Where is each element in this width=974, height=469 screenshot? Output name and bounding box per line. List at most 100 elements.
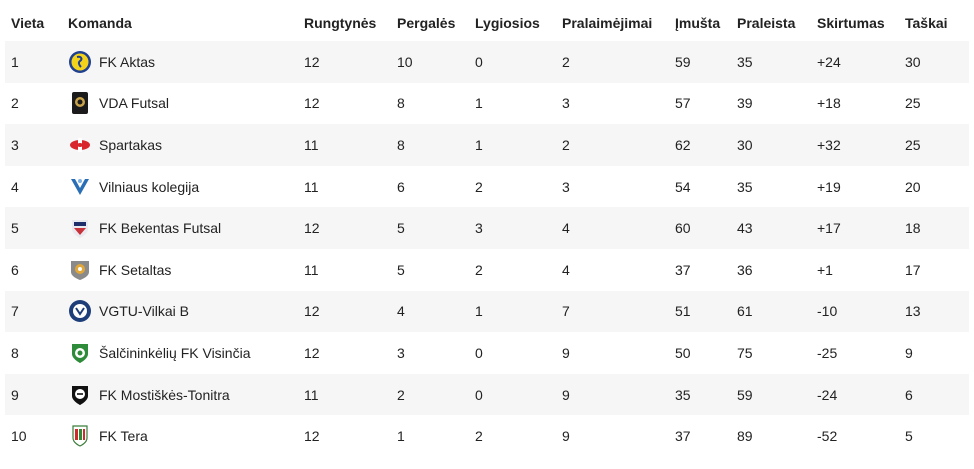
cell-conceded: 43 (737, 207, 817, 249)
team-name[interactable]: FK Aktas (99, 53, 156, 70)
team-cell-content: VGTU-Vilkai B (68, 299, 304, 323)
fk-tera-logo (68, 424, 92, 448)
team-name[interactable]: FK Mostiškės-Tonitra (99, 386, 230, 403)
mostiskes-logo (68, 383, 92, 407)
cell-played: 12 (304, 82, 397, 125)
cell-losses: 3 (562, 165, 675, 208)
table-row[interactable]: 5 FK Bekentas Futsal 12 5 3 4 60 43 +17 18 (5, 207, 969, 249)
cell-wins: 4 (397, 290, 475, 333)
cell-team: Šalčininkėlių FK Visinčia (68, 332, 304, 374)
team-name[interactable]: FK Setaltas (99, 261, 172, 278)
cell-diff: +18 (817, 82, 905, 125)
col-header-team[interactable]: Komanda (68, 15, 132, 31)
table-row[interactable]: 6 FK Setaltas 11 5 2 4 37 36 +1 17 (5, 248, 969, 291)
cell-draws: 0 (475, 332, 562, 374)
cell-wins: 8 (397, 82, 475, 125)
col-header-scored[interactable]: Įmušta (675, 15, 721, 31)
cell-draws: 2 (475, 415, 562, 457)
team-name[interactable]: FK Tera (99, 428, 148, 445)
cell-wins: 1 (397, 415, 475, 457)
cell-points: 20 (905, 165, 969, 208)
vgtu-vilkai-logo (68, 299, 92, 323)
cell-conceded: 89 (737, 415, 817, 457)
cell-losses: 2 (562, 124, 675, 166)
cell-played: 11 (304, 165, 397, 208)
table-row[interactable]: 3 Spartakas 11 8 1 2 62 30 +32 25 (5, 124, 969, 166)
cell-wins: 8 (397, 124, 475, 166)
team-cell-content: FK Setaltas (68, 258, 304, 282)
cell-place: 7 (5, 290, 68, 333)
cell-place: 9 (5, 373, 68, 416)
cell-team: VGTU-Vilkai B (68, 290, 304, 333)
col-header-place[interactable]: Vieta (11, 15, 45, 31)
table-row[interactable]: 10 FK Tera 12 1 2 9 37 89 -52 5 (5, 415, 969, 457)
cell-scored: 50 (675, 332, 737, 374)
team-name[interactable]: FK Bekentas Futsal (99, 220, 222, 237)
cell-diff: +19 (817, 165, 905, 208)
col-header-losses[interactable]: Pralaimėjimai (562, 15, 653, 31)
team-name[interactable]: Spartakas (99, 136, 163, 153)
cell-place: 10 (5, 415, 68, 457)
cell-scored: 54 (675, 165, 737, 208)
cell-diff: -24 (817, 373, 905, 416)
team-cell-content: Šalčininkėlių FK Visinčia (68, 341, 304, 365)
cell-conceded: 35 (737, 41, 817, 83)
col-header-played[interactable]: Rungtynės (304, 15, 377, 31)
cell-diff: +17 (817, 207, 905, 249)
col-header-wins[interactable]: Pergalės (397, 15, 456, 31)
cell-points: 5 (905, 415, 969, 457)
cell-team: FK Aktas (68, 41, 304, 83)
cell-wins: 10 (397, 41, 475, 83)
team-cell-content: FK Bekentas Futsal (68, 216, 304, 240)
cell-diff: +1 (817, 248, 905, 291)
cell-points: 13 (905, 290, 969, 333)
visincia-logo (68, 341, 92, 365)
cell-points: 25 (905, 82, 969, 125)
cell-team: FK Bekentas Futsal (68, 207, 304, 249)
team-cell-content: FK Tera (68, 424, 304, 448)
table-row[interactable]: 8 Šalčininkėlių FK Visinčia 12 3 0 9 50 75 -25 9 (5, 332, 969, 374)
table-row[interactable]: 9 FK Mostiškės-Tonitra 11 2 0 9 35 59 -24 6 (5, 373, 969, 416)
cell-conceded: 59 (737, 373, 817, 416)
cell-team: Vilniaus kolegija (68, 165, 304, 208)
cell-losses: 4 (562, 248, 675, 291)
cell-played: 11 (304, 124, 397, 166)
team-cell-content: Vilniaus kolegija (68, 175, 304, 199)
cell-wins: 6 (397, 165, 475, 208)
cell-draws: 1 (475, 290, 562, 333)
spartakas-logo (68, 133, 92, 157)
cell-team: FK Tera (68, 415, 304, 457)
table-row[interactable]: 4 Vilniaus kolegija 11 6 2 3 54 35 +19 20 (5, 165, 969, 208)
cell-played: 12 (304, 415, 397, 457)
table-row[interactable]: 1 FK Aktas 12 10 0 2 59 35 +24 30 (5, 41, 969, 83)
cell-draws: 1 (475, 124, 562, 166)
cell-diff: -10 (817, 290, 905, 333)
cell-losses: 9 (562, 332, 675, 374)
team-name[interactable]: VGTU-Vilkai B (99, 303, 189, 320)
table-row[interactable]: 2 VDA Futsal 12 8 1 3 57 39 +18 25 (5, 82, 969, 125)
col-header-diff[interactable]: Skirtumas (817, 15, 885, 31)
col-header-conceded[interactable]: Praleista (737, 15, 796, 31)
cell-points: 6 (905, 373, 969, 416)
cell-losses: 4 (562, 207, 675, 249)
col-header-points[interactable]: Taškai (905, 15, 948, 31)
cell-draws: 1 (475, 82, 562, 125)
team-cell-content: VDA Futsal (68, 91, 304, 115)
cell-wins: 5 (397, 207, 475, 249)
cell-draws: 0 (475, 373, 562, 416)
cell-conceded: 35 (737, 165, 817, 208)
fk-aktas-logo (68, 50, 92, 74)
cell-points: 18 (905, 207, 969, 249)
cell-played: 11 (304, 373, 397, 416)
cell-points: 17 (905, 248, 969, 291)
team-name[interactable]: Šalčininkėlių FK Visinčia (99, 344, 251, 361)
table-row[interactable]: 7 VGTU-Vilkai B 12 4 1 7 51 61 -10 13 (5, 290, 969, 333)
team-cell-content: FK Aktas (68, 50, 304, 74)
header-row: Vieta Komanda Rungtynės Pergalės Lygiosi… (5, 5, 969, 41)
team-name[interactable]: Vilniaus kolegija (99, 178, 200, 195)
cell-scored: 59 (675, 41, 737, 83)
team-name[interactable]: VDA Futsal (99, 95, 170, 112)
col-header-draws[interactable]: Lygiosios (475, 15, 540, 31)
cell-place: 6 (5, 248, 68, 291)
vilniaus-kolegija-logo (68, 175, 92, 199)
